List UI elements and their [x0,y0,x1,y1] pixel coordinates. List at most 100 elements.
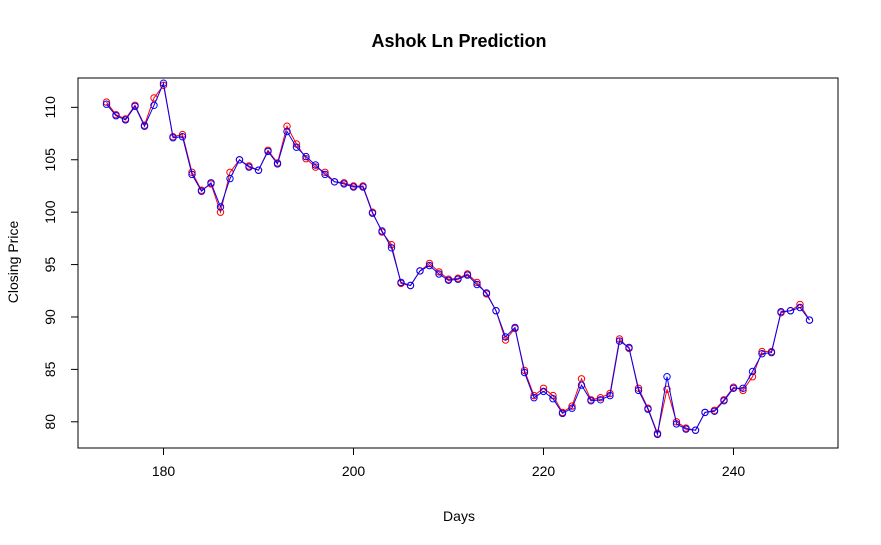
predicted-point [758,350,766,358]
y-tick-label: 105 [42,148,58,172]
y-tick-label: 95 [42,257,58,273]
predicted-point [178,133,187,141]
predicted-point [625,343,633,352]
predicted-point [786,307,795,315]
predicted-point [606,391,614,400]
predicted-point [710,407,719,415]
predicted-point [425,261,434,270]
predicted-point [644,405,652,413]
predicted-point [330,178,339,186]
y-tick-label: 85 [42,361,58,377]
predicted-point [207,179,215,187]
y-tick-label: 110 [42,96,58,119]
y-tick-label: 80 [42,414,58,430]
predicted-point [492,307,500,315]
predicted-point [767,348,776,357]
predicted-point [188,170,196,179]
predicted-point [682,425,690,433]
actual-point [188,168,196,177]
predicted-line [106,81,810,437]
actual-point [672,418,681,426]
chart-title: Ashok Ln Prediction [371,31,546,51]
predicted-point [444,276,453,284]
predicted-point [796,303,804,312]
predicted-point [416,267,424,275]
predicted-point [169,134,177,142]
x-axis-title: Days [443,508,475,524]
predicted-point [653,430,662,439]
predicted-point [634,386,643,395]
predicted-point [539,387,548,396]
predicted-series [102,79,814,439]
predicted-point [264,147,272,156]
actual-point [425,259,434,268]
predicted-point [701,408,709,417]
predicted-point [777,308,785,316]
predicted-point [150,101,158,110]
y-tick-label: 90 [42,309,58,325]
predicted-point [663,373,671,381]
predicted-point [340,180,348,188]
actual-line [106,84,810,436]
actual-point [311,163,320,171]
y-axis: 80 85 90 95 100 105 110 [42,96,79,430]
predicted-point [435,270,443,278]
actual-series [102,81,814,437]
actual-point [663,385,671,393]
predicted-point [378,227,386,235]
predicted-point [739,384,747,392]
predicted-point [549,395,557,403]
actual-point [283,122,291,130]
actual-point [606,389,614,398]
predicted-point [235,156,244,164]
predicted-point [283,127,291,136]
x-tick-label: 180 [152,463,176,479]
actual-point [435,268,443,276]
predicted-point [568,404,576,412]
predicted-point [197,187,206,195]
plot-area [77,77,839,449]
predicted-point [672,420,681,428]
actual-point [102,98,111,106]
predicted-point [691,426,700,434]
predicted-point [473,280,481,289]
predicted-point [368,209,377,217]
predicted-point [482,289,491,297]
y-tick-label: 100 [42,200,58,224]
predicted-point [112,112,120,120]
series-layer [102,79,814,439]
predicted-point [140,122,149,130]
predicted-point [577,381,586,389]
actual-point [216,208,225,216]
predicted-point [463,271,472,279]
x-axis: 180 200 220 240 [152,447,746,479]
predicted-point [254,166,263,174]
predicted-point [530,394,538,402]
predicted-point [520,368,529,377]
predicted-point [805,316,814,324]
predicted-point [720,397,728,405]
predicted-point [729,384,738,392]
predicted-point [273,160,282,168]
predicted-point [387,244,396,252]
predicted-point [216,203,225,211]
predicted-point [292,143,301,151]
predicted-point [245,163,253,171]
predicted-point [397,278,405,287]
actual-point [302,155,310,163]
predicted-point [596,396,605,404]
predicted-point [131,102,139,111]
predicted-point [349,183,358,191]
y-axis-title: Closing Price [5,221,21,304]
x-tick-label: 220 [532,463,556,479]
predicted-point [501,333,510,341]
predicted-point [587,397,595,405]
predicted-point [311,161,320,169]
predicted-point [321,170,329,179]
predicted-point [406,281,415,290]
x-tick-label: 240 [722,463,746,479]
predicted-point [511,323,519,332]
predicted-point [226,174,234,183]
predicted-point [558,409,567,418]
actual-point [473,278,481,287]
